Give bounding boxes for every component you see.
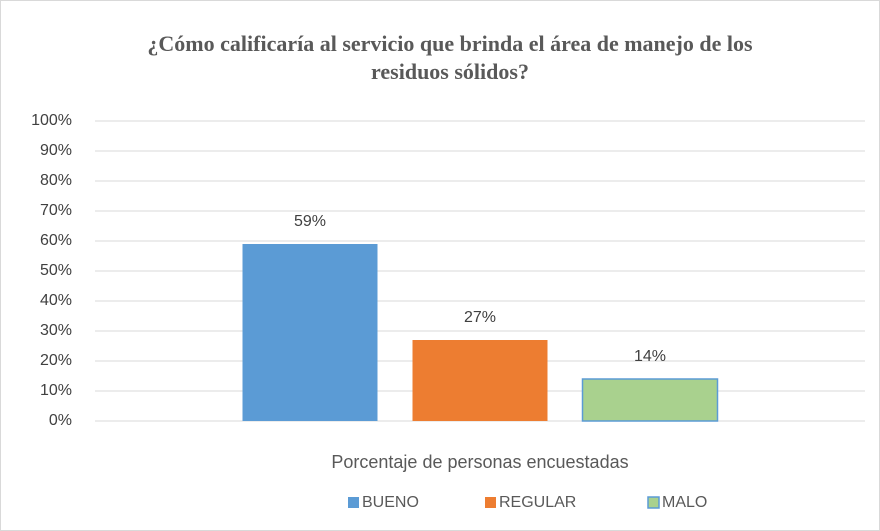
legend-label: REGULAR <box>499 494 576 511</box>
y-tick-label: 40% <box>40 292 72 309</box>
y-tick-label: 50% <box>40 262 72 279</box>
y-tick-label: 80% <box>40 172 72 189</box>
data-label: 27% <box>464 309 496 326</box>
bar <box>412 340 548 421</box>
y-tick-label: 30% <box>40 322 72 339</box>
legend-label: BUENO <box>362 494 419 511</box>
data-label: 59% <box>294 213 326 230</box>
y-tick-label: 20% <box>40 352 72 369</box>
y-tick-label: 100% <box>31 112 72 129</box>
bar <box>242 244 378 421</box>
legend-swatch <box>647 496 660 509</box>
y-tick-label: 90% <box>40 142 72 159</box>
bar <box>581 378 719 422</box>
legend-swatch <box>485 497 496 508</box>
chart-title: ¿Cómo calificaría al servicio que brinda… <box>147 31 753 84</box>
y-tick-label: 70% <box>40 202 72 219</box>
y-tick-label: 60% <box>40 232 72 249</box>
x-tick-label: Porcentaje de personas encuestadas <box>331 452 628 472</box>
data-label: 14% <box>634 348 666 365</box>
legend-swatch <box>348 497 359 508</box>
legend-label: MALO <box>662 494 707 511</box>
y-tick-label: 10% <box>40 382 72 399</box>
y-tick-label: 0% <box>49 412 72 429</box>
